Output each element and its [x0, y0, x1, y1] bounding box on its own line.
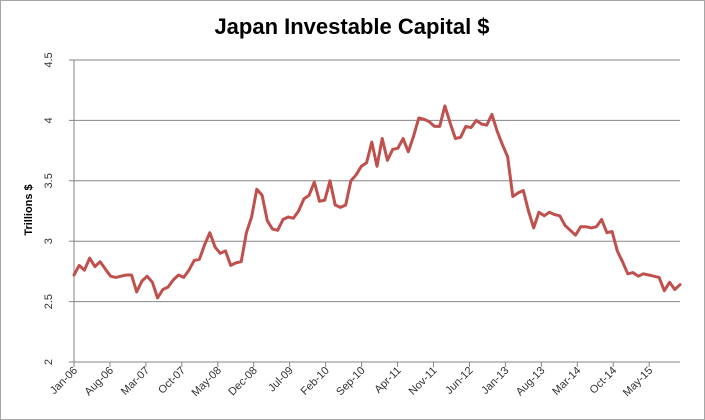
x-tick-label: Mar-07 [119, 365, 152, 398]
x-tick-label: Jun-12 [443, 365, 475, 397]
x-tick-label: May-15 [621, 365, 655, 399]
x-tick-label: May-08 [189, 365, 223, 399]
x-tick-label: Aug-13 [514, 365, 548, 399]
chart-title: Japan Investable Capital $ [214, 14, 489, 39]
series-line [72, 104, 682, 300]
x-tick-label: Jan-06 [48, 365, 80, 397]
x-tick-label: Aug-06 [82, 365, 116, 399]
x-tick-label: Oct-07 [156, 365, 188, 397]
x-tick-label: Mar-14 [550, 365, 583, 398]
x-tick-label: Nov-11 [407, 365, 440, 398]
y-tick-label: 2 [43, 359, 55, 365]
x-tick-label: Dec-08 [226, 365, 260, 399]
x-tick-label: Oct-14 [588, 365, 620, 397]
y-tick-label: 4.5 [43, 52, 55, 67]
y-axis-label: Trillions $ [23, 184, 35, 235]
y-tick-label: 3.5 [43, 173, 55, 188]
x-tick-label: Apr-11 [372, 365, 403, 396]
x-tick-label: Jul-09 [266, 365, 296, 395]
y-tick-label: 3 [43, 238, 55, 244]
y-tick-label: 4 [43, 117, 55, 123]
x-tick-label: Feb-10 [299, 365, 332, 398]
x-tick-label: Sep-10 [334, 365, 368, 399]
x-tick-label: Jan-13 [479, 365, 511, 397]
y-tick-label: 2.5 [43, 294, 55, 309]
